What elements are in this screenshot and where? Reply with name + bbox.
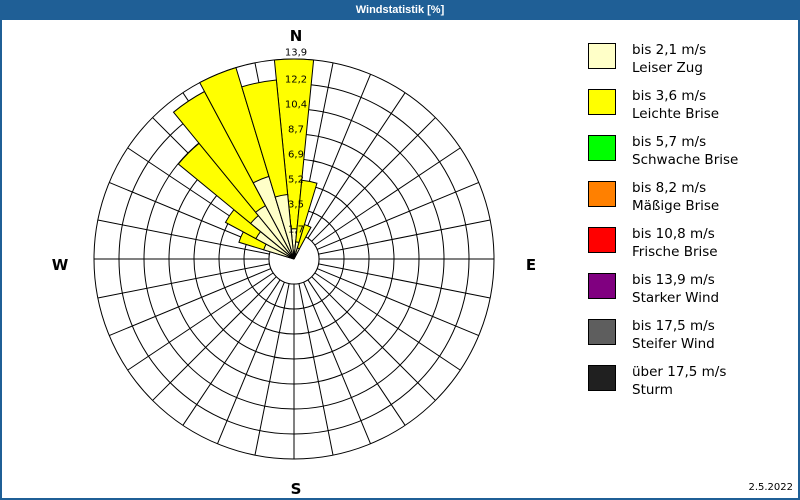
rose-grid-spoke bbox=[303, 74, 372, 237]
legend-item-maessige-brise: bis 8,2 m/s Mäßige Brise bbox=[588, 179, 788, 225]
rose-grid-spoke bbox=[216, 281, 285, 444]
compass-label-e: E bbox=[526, 256, 536, 274]
legend-name: Schwache Brise bbox=[632, 152, 739, 168]
rose-grid-spoke bbox=[314, 272, 461, 371]
legend-swatch bbox=[588, 181, 616, 207]
legend-text: bis 8,2 m/s Mäßige Brise bbox=[632, 179, 719, 215]
sector-nne bbox=[293, 247, 301, 260]
rose-grid-spoke bbox=[311, 117, 436, 242]
rose-grid-spoke bbox=[314, 147, 461, 246]
compass-label-s: S bbox=[291, 480, 302, 498]
ring-label: 1,7 bbox=[288, 225, 304, 236]
legend-item-leiser-zug: bis 2,1 m/s Leiser Zug bbox=[588, 41, 788, 87]
legend-swatch bbox=[588, 365, 616, 391]
legend-name: Leichte Brise bbox=[632, 106, 720, 122]
legend-item-frische-brise: bis 10,8 m/s Frische Brise bbox=[588, 225, 788, 271]
legend-range: über 17,5 m/s bbox=[632, 364, 727, 380]
legend-swatch bbox=[588, 273, 616, 299]
rose-grid-spoke bbox=[316, 268, 479, 337]
legend-text: bis 13,9 m/s Starker Wind bbox=[632, 271, 719, 307]
rose-grid-spoke bbox=[127, 272, 274, 371]
ring-label: 12,2 bbox=[285, 75, 307, 86]
ring-label: 13,9 bbox=[285, 48, 307, 59]
rose-grid-spoke bbox=[318, 219, 491, 255]
legend-item-leichte-brise: bis 3,6 m/s Leichte Brise bbox=[588, 87, 788, 133]
legend-text: bis 10,8 m/s Frische Brise bbox=[632, 225, 718, 261]
legend-swatch bbox=[588, 135, 616, 161]
rose-grid-spoke bbox=[318, 263, 491, 299]
legend-swatch bbox=[588, 319, 616, 345]
sector-nbw bbox=[274, 194, 295, 260]
rose-grid-spoke bbox=[182, 279, 281, 426]
legend-text: bis 17,5 m/s Steifer Wind bbox=[632, 317, 715, 353]
rose-grid-spoke bbox=[152, 276, 277, 401]
rose-grid-spoke bbox=[316, 181, 479, 250]
ring-label: 8,7 bbox=[288, 125, 304, 136]
legend-text: bis 5,7 m/s Schwache Brise bbox=[632, 133, 738, 169]
legend-name: Mäßige Brise bbox=[632, 198, 720, 214]
window-title: Windstatistik [%] bbox=[0, 0, 800, 20]
legend-range: bis 13,9 m/s bbox=[632, 272, 715, 288]
rose-grid-spoke bbox=[311, 276, 436, 401]
rose-grid-spoke bbox=[298, 283, 334, 456]
ring-label: 6,9 bbox=[288, 150, 304, 161]
rose-grid-spoke bbox=[307, 279, 406, 426]
legend-item-schwache-brise: bis 5,7 m/s Schwache Brise bbox=[588, 133, 788, 179]
legend-item-sturm: über 17,5 m/s Sturm bbox=[588, 363, 788, 409]
compass-label-n: N bbox=[290, 27, 303, 45]
legend-range: bis 5,7 m/s bbox=[632, 134, 707, 150]
legend-text: über 17,5 m/s Sturm bbox=[632, 363, 726, 399]
legend-name: Sturm bbox=[632, 382, 673, 398]
rose-grid-spoke bbox=[303, 281, 372, 444]
legend-swatch bbox=[588, 43, 616, 69]
legend-text: bis 3,6 m/s Leichte Brise bbox=[632, 87, 719, 123]
legend-swatch bbox=[588, 227, 616, 253]
ring-label: 3,5 bbox=[288, 200, 304, 211]
legend-range: bis 2,1 m/s bbox=[632, 42, 707, 58]
compass-label-w: W bbox=[52, 256, 69, 274]
legend-item-starker-wind: bis 13,9 m/s Starker Wind bbox=[588, 271, 788, 317]
wind-rose-chart: 1,7 3,5 5,2 6,9 8,7 10,4 12,2 13,9 N S W E bbox=[52, 27, 536, 498]
rose-grid-spoke bbox=[97, 263, 270, 299]
ring-label: 10,4 bbox=[285, 100, 307, 111]
legend-range: bis 8,2 m/s bbox=[632, 180, 707, 196]
legend-range: bis 10,8 m/s bbox=[632, 226, 715, 242]
rose-grid-spoke bbox=[109, 268, 272, 337]
legend-name: Steifer Wind bbox=[632, 336, 715, 352]
legend-name: Leiser Zug bbox=[632, 60, 703, 76]
ring-label: 5,2 bbox=[288, 175, 304, 186]
legend-range: bis 17,5 m/s bbox=[632, 318, 715, 334]
legend-name: Frische Brise bbox=[632, 244, 718, 260]
rose-grid-spoke bbox=[254, 283, 290, 456]
date-label: 2.5.2022 bbox=[748, 482, 793, 493]
rose-grid-spoke bbox=[97, 219, 270, 255]
sector-n bbox=[273, 58, 315, 260]
legend-range: bis 3,6 m/s bbox=[632, 88, 707, 104]
rose-grid-spoke bbox=[307, 92, 406, 239]
legend-item-steifer-wind: bis 17,5 m/s Steifer Wind bbox=[588, 317, 788, 363]
legend-name: Starker Wind bbox=[632, 290, 720, 306]
legend-swatch bbox=[588, 89, 616, 115]
legend-text: bis 2,1 m/s Leiser Zug bbox=[632, 41, 706, 77]
